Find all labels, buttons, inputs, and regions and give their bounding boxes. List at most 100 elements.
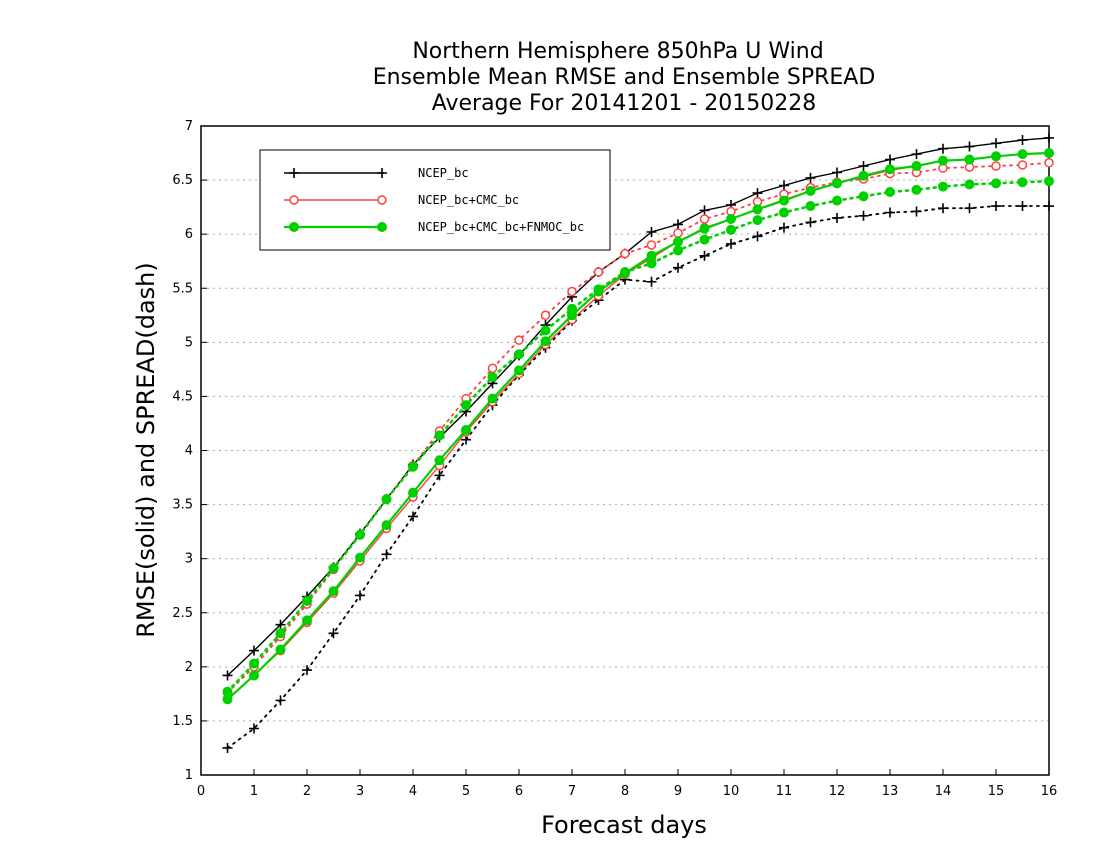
spread-point <box>328 563 339 574</box>
legend-marker <box>377 168 387 178</box>
rmse-point <box>673 236 683 247</box>
spread-point <box>938 181 948 192</box>
x-tick-label: 16 <box>1041 784 1058 799</box>
spread-point <box>646 276 657 287</box>
spread-point <box>593 284 604 295</box>
x-tick-label: 1 <box>250 784 258 799</box>
spread-point <box>275 695 286 706</box>
chart-title: Northern Hemisphere 850hPa U Wind Ensemb… <box>373 39 876 116</box>
x-tick-label: 10 <box>723 784 740 799</box>
rmse-point <box>779 195 789 206</box>
rmse-point <box>938 143 948 154</box>
spread-point <box>328 628 339 639</box>
rmse-point <box>434 455 445 466</box>
rmse-point <box>646 227 657 238</box>
spread-point <box>593 267 604 277</box>
spread-point <box>752 231 763 242</box>
spread-point <box>275 628 286 639</box>
legend: NCEP_bc NCEP_bc+CMC_bc NCEP_bc+CMC_bc+FNMO… <box>259 149 611 251</box>
spread-point <box>964 179 975 190</box>
spread-point <box>752 215 763 226</box>
x-tick-label: 5 <box>462 784 470 799</box>
y-tick-label: 5.5 <box>172 281 193 296</box>
rmse-point <box>805 185 816 196</box>
rmse-point <box>222 670 233 681</box>
rmse-point <box>275 619 286 630</box>
spread-point <box>408 461 418 472</box>
rmse-point <box>911 149 922 160</box>
spread-point <box>1017 177 1028 188</box>
rmse-point <box>805 172 816 183</box>
x-tick-label: 9 <box>674 784 682 799</box>
rmse-point <box>487 393 498 404</box>
rmse-point <box>699 205 710 216</box>
rmse-point <box>911 161 922 172</box>
series-layer <box>222 132 1054 753</box>
y-tick-label: 1 <box>185 768 193 783</box>
rmse-point <box>1017 135 1028 146</box>
spread-line <box>226 205 1050 749</box>
spread-point <box>434 430 445 441</box>
rmse-point <box>964 141 975 152</box>
rmse-point <box>461 424 471 435</box>
rmse-point <box>726 214 736 225</box>
y-tick-label: 4.5 <box>172 389 193 404</box>
rmse-point <box>408 487 418 498</box>
y-tick-label: 1.5 <box>172 714 193 729</box>
rmse-point <box>991 138 1001 149</box>
rmse-point <box>275 644 286 655</box>
rmse-point <box>858 161 869 172</box>
spread-point <box>911 206 922 217</box>
rmse-point <box>752 204 763 215</box>
series-2 <box>222 148 1054 705</box>
spread-line <box>226 179 1051 694</box>
y-tick-label: 4 <box>185 444 193 459</box>
rmse-point <box>699 223 710 234</box>
spread-point <box>540 310 551 321</box>
spread-point <box>673 228 683 238</box>
rmse-point <box>752 188 763 199</box>
spread-point <box>885 207 895 218</box>
spread-point <box>1017 160 1028 170</box>
x-tick-label: 12 <box>829 784 846 799</box>
series-0 <box>222 132 1054 753</box>
spread-point <box>858 191 869 202</box>
legend-marker <box>377 195 387 205</box>
x-tick-label: 13 <box>882 784 899 799</box>
rmse-point <box>673 219 683 230</box>
title-line-1: Northern Hemisphere 850hPa U Wind <box>412 39 823 64</box>
x-tick-label: 8 <box>621 784 629 799</box>
spread-point <box>355 590 365 601</box>
x-axis-label: Forecast days <box>541 811 707 839</box>
rmse-line <box>227 137 1050 677</box>
rmse-point <box>885 164 895 175</box>
rmse-point <box>964 154 975 165</box>
rmse-point <box>1044 132 1054 143</box>
spread-point <box>1044 201 1054 212</box>
spread-point <box>911 184 922 195</box>
spread-point <box>1044 176 1054 187</box>
spread-point <box>991 161 1001 171</box>
rmse-point <box>249 645 259 656</box>
spread-point <box>355 529 365 540</box>
x-tick-label: 3 <box>356 784 364 799</box>
spread-point <box>567 303 577 314</box>
spread-point <box>858 210 869 221</box>
spread-point <box>620 248 630 259</box>
rmse-point <box>249 670 259 681</box>
spread-point <box>487 371 498 382</box>
spread-point <box>222 686 233 697</box>
legend-marker <box>289 222 299 232</box>
spread-point <box>408 511 418 522</box>
legend-entry: NCEP_bc+CMC_bc+FNMOC_bc <box>418 220 584 234</box>
rmse-point <box>1017 149 1028 160</box>
spread-point <box>885 186 895 197</box>
spread-point <box>381 549 392 560</box>
spread-point <box>461 400 471 411</box>
spread-point <box>832 212 842 223</box>
spread-point <box>567 286 577 297</box>
spread-point <box>726 224 736 235</box>
spread-point <box>540 325 551 336</box>
